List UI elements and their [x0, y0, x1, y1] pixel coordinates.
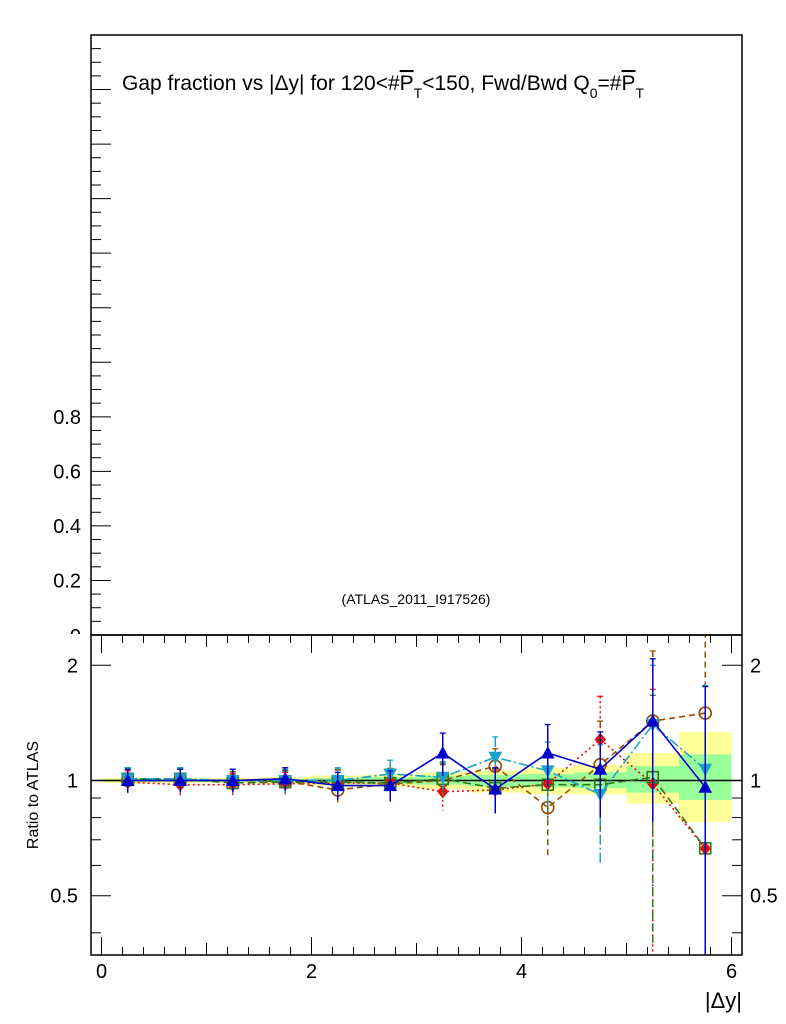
- ratio-series-group: [120, 635, 713, 955]
- data-point: [698, 780, 713, 793]
- series-1: [120, 635, 713, 880]
- main-panel: Gap fraction vs |Δy| for 120<#PT<150, Fw…: [53, 34, 743, 648]
- series-0: [122, 688, 711, 955]
- title-pt2-sub: T: [636, 85, 645, 101]
- series-line: [127, 738, 706, 849]
- series-3: [120, 664, 713, 946]
- main-y-ticks: [91, 48, 111, 622]
- data-point: [383, 778, 398, 792]
- y-tick-label-right: 2: [750, 655, 761, 677]
- ratio-panel: 0 2 4 6 0.5 0.5 1 1 2 2 Ratio to ATLAS |Δy|: [25, 634, 778, 1013]
- y-tick-label: 2: [67, 655, 78, 677]
- x-tick-label: 6: [726, 961, 737, 983]
- y-tick-label: 1: [67, 771, 78, 793]
- data-point: [278, 771, 293, 785]
- data-point: [225, 773, 240, 787]
- x-tick-label: 2: [306, 961, 317, 983]
- analysis-annotation: (ATLAS_2011_I917526): [342, 591, 491, 607]
- main-y-tick-label-zero: 0: [70, 626, 81, 648]
- data-point: [435, 745, 450, 759]
- title-pt-symbol: P: [400, 72, 414, 95]
- data-point: [330, 778, 345, 792]
- ratio-y-axis-label: Ratio to ATLAS: [25, 741, 42, 849]
- main-panel-frame: [90, 34, 743, 636]
- title-middle: <150, Fwd/Bwd Q: [422, 72, 590, 95]
- main-y-tick-label: 0.2: [53, 570, 81, 592]
- chart-title: Gap fraction vs |Δy| for 120<#PT<150, Fw…: [122, 72, 645, 101]
- main-y-tick-labels: 0.2 0.4 0.6 0.8: [53, 407, 81, 593]
- x-axis-label: |Δy|: [705, 988, 742, 1013]
- title-q-sub: 0: [590, 85, 598, 101]
- series-4: [120, 658, 713, 955]
- title-pt2-symbol: P: [621, 72, 635, 95]
- main-y-tick-label: 0.8: [53, 407, 81, 429]
- x-tick-label: 4: [516, 961, 527, 983]
- data-point: [488, 781, 503, 795]
- title-pt-sub: T: [414, 85, 423, 101]
- data-point: [593, 762, 608, 775]
- ratio-axis-ticks: [91, 635, 742, 955]
- main-y-tick-label: 0.6: [53, 461, 81, 483]
- title-eq: =#: [598, 72, 622, 95]
- y-tick-label-right: 0.5: [750, 886, 778, 908]
- y-tick-label: 0.5: [50, 886, 78, 908]
- data-point: [120, 773, 135, 787]
- data-point: [173, 773, 188, 787]
- data-point: [540, 745, 555, 759]
- data-point: [645, 714, 660, 727]
- title-prefix: Gap fraction vs |Δy| for 120<#: [122, 72, 400, 95]
- x-tick-label: 0: [96, 961, 107, 983]
- series-line: [127, 719, 706, 791]
- main-y-tick-label: 0.4: [53, 516, 81, 538]
- series-2: [121, 694, 712, 955]
- y-tick-label-right: 1: [750, 771, 761, 793]
- ratio-tick-labels: 0 2 4 6 0.5 0.5 1 1 2 2: [50, 655, 778, 983]
- data-point: [488, 751, 503, 765]
- series-line: [127, 776, 706, 849]
